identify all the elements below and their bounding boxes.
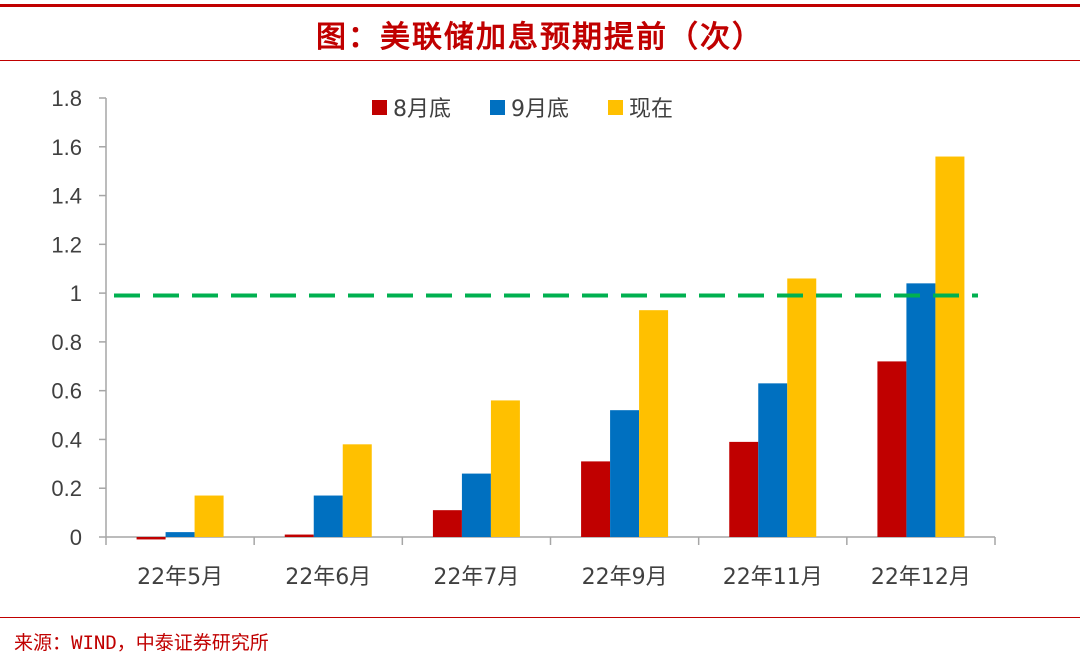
chart-bars — [136, 156, 965, 540]
bar-2-1 — [165, 532, 195, 537]
y-tick-label: 0.8 — [51, 330, 82, 355]
legend-swatch — [372, 100, 387, 115]
bar-1-2 — [284, 534, 314, 537]
x-category-label: 22年7月 — [433, 565, 519, 590]
x-category-label: 22年12月 — [871, 565, 971, 590]
y-tick-label: 1.4 — [51, 184, 82, 209]
top-border — [0, 4, 1080, 7]
bar-3-2 — [342, 444, 372, 537]
bar-3-3 — [490, 400, 520, 537]
y-tick-label: 1.2 — [51, 232, 82, 257]
bar-2-4 — [610, 410, 640, 537]
bar-1-4 — [581, 461, 611, 537]
chart-title: 图：美联储加息预期提前（次） — [316, 20, 764, 55]
bar-2-3 — [461, 473, 491, 537]
x-category-label: 22年9月 — [582, 565, 668, 590]
legend-swatch — [490, 100, 505, 115]
y-tick-label: 0.6 — [51, 379, 82, 404]
chart-legend: 8月底 9月底 现在 — [372, 97, 673, 122]
bar-3-4 — [639, 310, 669, 537]
bar-2-2 — [313, 495, 343, 537]
x-category-label: 22年5月 — [137, 565, 223, 590]
x-category-label: 22年11月 — [723, 565, 823, 590]
y-tick-label: 1 — [70, 281, 82, 306]
legend-swatch — [608, 100, 623, 115]
source-note: 来源：WIND，中泰证券研究所 — [14, 632, 269, 654]
bar-2-5 — [758, 383, 788, 537]
bar-1-3 — [432, 510, 462, 537]
legend-label: 现在 — [629, 97, 673, 122]
bar-1-5 — [729, 441, 759, 537]
y-tick-label: 0.2 — [51, 476, 82, 501]
bar-3-1 — [194, 495, 224, 537]
y-tick-label: 1.8 — [51, 86, 82, 111]
legend-label: 8月底 — [393, 97, 451, 122]
bar-2-6 — [906, 283, 936, 537]
bar-1-1 — [136, 537, 166, 540]
y-tick-label: 0 — [70, 525, 82, 550]
bottom-divider — [0, 617, 1080, 618]
y-tick-label: 0.4 — [51, 427, 82, 452]
bar-1-6 — [877, 361, 907, 537]
title-divider — [0, 60, 1080, 61]
bar-3-5 — [787, 278, 817, 537]
legend-label: 9月底 — [511, 97, 569, 122]
x-category-label: 22年6月 — [285, 565, 371, 590]
y-tick-label: 1.6 — [51, 135, 82, 160]
chart-axes: 0 0.2 0.4 0.6 0.8 1 1.2 1.4 1.6 1.8 22年5月 22年6月 22年7… — [51, 86, 996, 590]
bar-3-6 — [935, 156, 965, 538]
